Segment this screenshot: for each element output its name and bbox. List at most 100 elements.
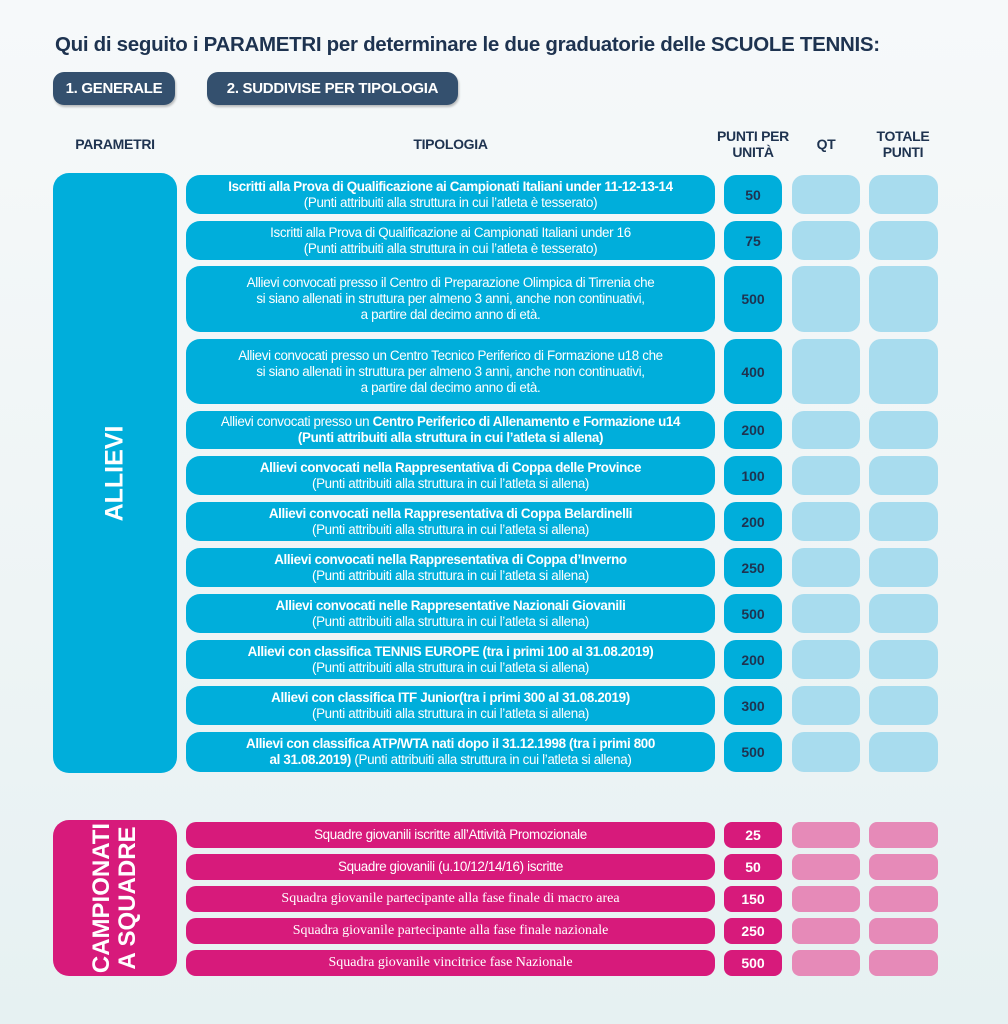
- row-text-segment: Allievi convocati nella Rappresentativa …: [268, 505, 633, 521]
- row-text-segment: Allievi convocati nelle Rappresentative …: [275, 597, 626, 613]
- totale-punti-field[interactable]: [869, 594, 938, 633]
- allievi-row: Allievi con classifica ATP/WTA nati dopo…: [186, 732, 715, 772]
- squadre-row-text: Squadra giovanile vincitrice fase Nazion…: [328, 955, 573, 970]
- category-squadre-line2: A SQUADRE: [114, 826, 141, 970]
- qt-input[interactable]: [792, 221, 860, 260]
- header-punti-line2: UNITÀ: [732, 144, 774, 160]
- row-text-segment: si siano allenati in struttura per almen…: [256, 291, 645, 306]
- qt-input[interactable]: [792, 548, 860, 587]
- row-text-line: Allievi convocati nelle Rappresentative …: [276, 598, 626, 614]
- allievi-row: Allievi convocati nelle Rappresentative …: [186, 594, 715, 633]
- qt-input[interactable]: [792, 502, 860, 541]
- qt-input[interactable]: [792, 686, 860, 725]
- header-parametri: PARAMETRI: [75, 136, 155, 152]
- qt-input[interactable]: [792, 822, 860, 848]
- totale-punti-field[interactable]: [869, 640, 938, 679]
- header-totale-line2: PUNTI: [882, 144, 924, 160]
- row-text-line: (Punti attribuiti alla struttura in cui …: [303, 194, 598, 211]
- totale-punti-field[interactable]: [869, 502, 938, 541]
- points-per-unit: 200: [724, 411, 782, 449]
- row-text-line: si siano allenati in struttura per almen…: [256, 291, 645, 307]
- row-text-segment: Allievi convocati presso un Centro Tecni…: [238, 347, 663, 363]
- row-text-line: a partire dal decimo anno di età.: [361, 380, 541, 396]
- row-text-line: Iscritti alla Prova di Qualificazione ai…: [228, 179, 673, 195]
- totale-punti-field[interactable]: [869, 732, 938, 772]
- row-text-segment: (Punti attribuiti alla struttura in cui …: [311, 475, 590, 491]
- header-punti-line1: PUNTI PER: [717, 128, 789, 144]
- totale-punti-field[interactable]: [869, 548, 938, 587]
- points-per-unit: 500: [724, 732, 782, 772]
- qt-input[interactable]: [792, 950, 860, 976]
- category-squadre-line1: CAMPIONATI: [88, 822, 115, 974]
- row-text-segment: si siano allenati in struttura per almen…: [256, 363, 645, 379]
- qt-input[interactable]: [792, 175, 860, 214]
- header-tipologia: TIPOLOGIA: [413, 136, 488, 152]
- category-squadre-label: CAMPIONATI A SQUADRE: [88, 822, 141, 974]
- header-totale-punti: TOTALE PUNTI: [866, 128, 940, 160]
- squadre-row-text: Squadra giovanile partecipante alla fase…: [292, 923, 609, 938]
- category-allievi: ALLIEVI: [53, 173, 177, 773]
- totale-punti-field[interactable]: [869, 411, 938, 449]
- points-per-unit: 200: [724, 640, 782, 679]
- allievi-row: Allievi convocati nella Rappresentativa …: [186, 548, 715, 587]
- points-per-unit: 400: [724, 339, 782, 404]
- points-per-unit: 500: [724, 950, 782, 976]
- row-text-line: Iscritti alla Prova di Qualificazione ai…: [270, 225, 631, 241]
- totale-punti-field[interactable]: [869, 221, 938, 260]
- row-text-segment: (Punti attribuiti alla struttura in cui …: [311, 613, 590, 629]
- totale-punti-field[interactable]: [869, 854, 938, 880]
- qt-input[interactable]: [792, 266, 860, 332]
- squadre-row-text: Squadre giovanili (u.10/12/14/16) iscrit…: [338, 859, 563, 874]
- row-text-segment: (Punti attribuiti alla struttura in cui …: [311, 521, 590, 537]
- row-text-line: (Punti attribuiti alla struttura in cui …: [312, 568, 589, 584]
- qt-input[interactable]: [792, 886, 860, 912]
- allievi-row: Allievi convocati nella Rappresentativa …: [186, 502, 715, 541]
- totale-punti-field[interactable]: [869, 918, 938, 944]
- category-campionati-a-squadre: CAMPIONATI A SQUADRE: [53, 820, 177, 976]
- points-per-unit: 50: [724, 854, 782, 880]
- page-title: Qui di seguito i PARAMETRI per determina…: [55, 33, 880, 56]
- points-per-unit: 75: [724, 221, 782, 260]
- qt-input[interactable]: [792, 854, 860, 880]
- qt-input[interactable]: [792, 339, 860, 404]
- totale-punti-field[interactable]: [869, 686, 938, 725]
- row-text-segment: Iscritti alla Prova di Qualificazione ai…: [270, 224, 631, 240]
- row-text-segment: (Punti attribuiti alla struttura in cui …: [303, 194, 598, 210]
- qt-input[interactable]: [792, 918, 860, 944]
- points-per-unit: 50: [724, 175, 782, 214]
- row-text-line: (Punti attribuiti alla struttura in cui …: [312, 660, 589, 676]
- row-text-line: Allievi convocati presso un Centro Tecni…: [238, 348, 663, 364]
- qt-input[interactable]: [792, 594, 860, 633]
- row-text-segment: Allievi con classifica TENNIS EUROPE (tr…: [247, 643, 654, 659]
- totale-punti-field[interactable]: [869, 886, 938, 912]
- qt-input[interactable]: [792, 456, 860, 495]
- allievi-row: Allievi convocati presso il Centro di Pr…: [186, 266, 715, 332]
- qt-input[interactable]: [792, 732, 860, 772]
- totale-punti-field[interactable]: [869, 950, 938, 976]
- qt-input[interactable]: [792, 411, 860, 449]
- squadre-row: Squadra giovanile partecipante alla fase…: [186, 918, 715, 944]
- squadre-row-text: Squadre giovanili iscritte all’Attività …: [314, 827, 587, 842]
- row-text-segment: al 31.08.2019): [269, 752, 352, 767]
- squadre-row-text: Squadra giovanile partecipante alla fase…: [281, 891, 620, 906]
- qt-input[interactable]: [792, 640, 860, 679]
- squadre-row: Squadre giovanili iscritte all’Attività …: [186, 822, 715, 848]
- points-per-unit: 250: [724, 548, 782, 587]
- row-text-segment: Centro Periferico di Allenamento e Forma…: [372, 414, 681, 429]
- totale-punti-field[interactable]: [869, 339, 938, 404]
- row-text-line: (Punti attribuiti alla struttura in cui …: [312, 476, 589, 492]
- row-text-segment: (Punti attribuiti alla struttura in cui …: [297, 430, 604, 445]
- row-text-line: (Punti attribuiti alla struttura in cui …: [312, 706, 589, 722]
- points-per-unit: 250: [724, 918, 782, 944]
- generale-button[interactable]: 1. GENERALE: [53, 72, 175, 105]
- totale-punti-field[interactable]: [869, 175, 938, 214]
- totale-punti-field[interactable]: [869, 266, 938, 332]
- row-text-line: Allievi con classifica ATP/WTA nati dopo…: [246, 736, 655, 752]
- row-text-segment: Iscritti alla Prova di Qualificazione ai…: [228, 178, 673, 194]
- totale-punti-field[interactable]: [869, 456, 938, 495]
- row-text-segment: Allievi con classifica ITF Junior(tra i …: [271, 689, 630, 705]
- totale-punti-field[interactable]: [869, 822, 938, 848]
- allievi-row: Iscritti alla Prova di Qualificazione ai…: [186, 175, 715, 214]
- suddivise-per-tipologia-button[interactable]: 2. SUDDIVISE PER TIPOLOGIA: [207, 72, 458, 105]
- row-text-line: Allievi convocati presso il Centro di Pr…: [247, 275, 655, 291]
